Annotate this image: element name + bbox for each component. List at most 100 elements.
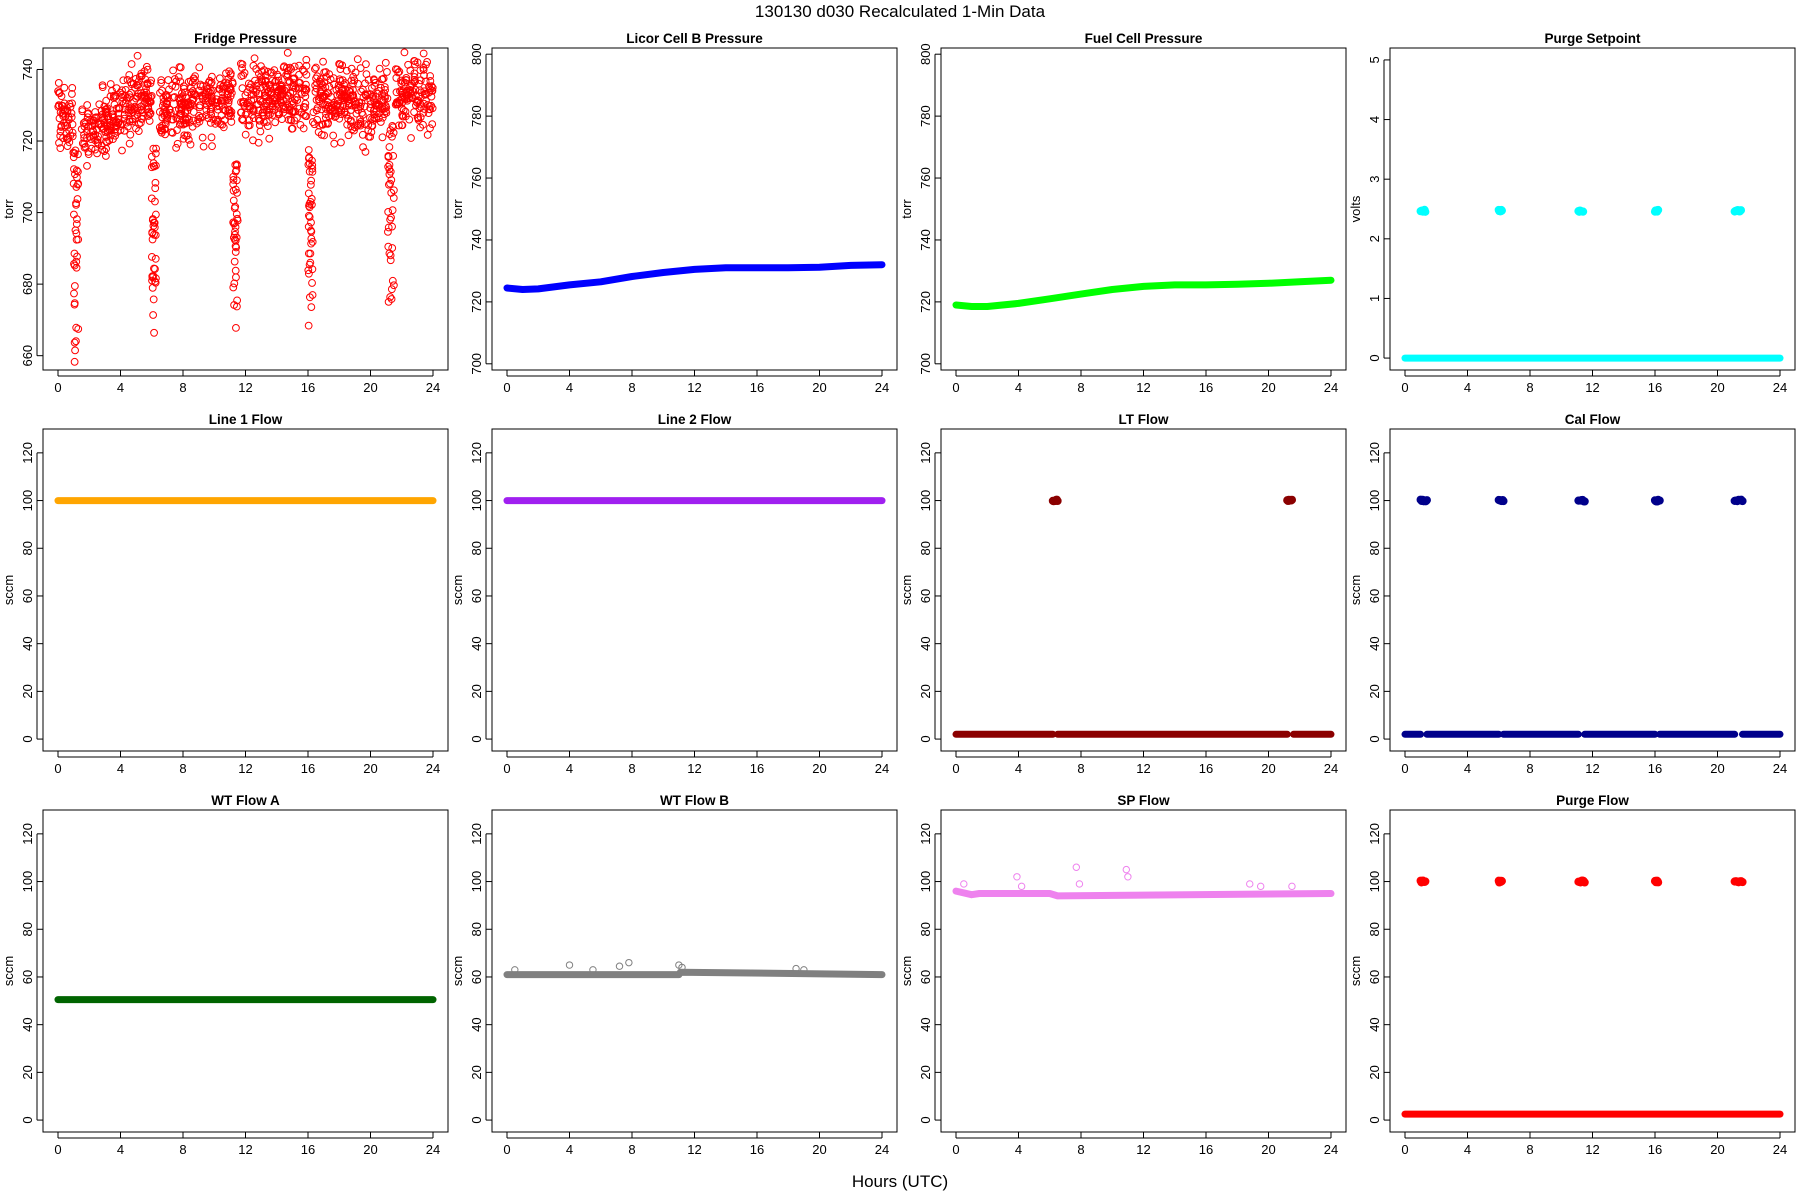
- data-point: [155, 108, 164, 116]
- data-point: [335, 75, 344, 84]
- data-point: [392, 74, 401, 82]
- y-tick-label: 120: [1367, 823, 1382, 845]
- data-point: [102, 133, 111, 141]
- data-point: [125, 71, 134, 79]
- data-point: [179, 134, 188, 143]
- data-point: [317, 79, 326, 88]
- data-point: [112, 84, 121, 93]
- data-point: [101, 105, 110, 114]
- data-point: [188, 78, 197, 87]
- data-point: [73, 195, 82, 203]
- y-tick-label: 40: [20, 1017, 35, 1031]
- data-point: [274, 85, 283, 94]
- data-point: [271, 118, 280, 127]
- data-point: [1738, 496, 1747, 506]
- data-point: [70, 338, 79, 347]
- data-point: [71, 346, 79, 355]
- data-point: [195, 117, 204, 126]
- x-tick-label: 8: [1526, 761, 1533, 776]
- data-point: [333, 90, 342, 99]
- data-point: [176, 99, 185, 108]
- panel-fuel-cell-pressure: Fuel Cell Pressure torr 0 4 8 12 16 20 24 700 720 7…: [899, 31, 1347, 395]
- data-point: [206, 118, 215, 127]
- data-point: [313, 104, 322, 113]
- data-point: [249, 114, 258, 122]
- y-tick-label: 740: [20, 59, 35, 81]
- x-tick-label: 24: [1773, 380, 1787, 395]
- x-tick-label: 4: [1464, 380, 1471, 395]
- data-point: [133, 51, 142, 60]
- data-point: [302, 55, 311, 64]
- data-point: [359, 143, 367, 152]
- x-tick-label: 8: [1077, 1142, 1084, 1157]
- y-tick-label: 20: [1367, 684, 1382, 698]
- x-tick-label: 12: [687, 761, 701, 776]
- data-point: [308, 279, 316, 287]
- data-point: [144, 92, 153, 101]
- y-tick-label: 120: [918, 823, 933, 845]
- data-point: [240, 69, 249, 77]
- data-point: [428, 120, 437, 129]
- data-point: [149, 144, 158, 153]
- data-point: [307, 176, 316, 185]
- data-point: [304, 321, 313, 330]
- data-point: [384, 153, 393, 161]
- data-point: [180, 131, 189, 140]
- data-point: [180, 98, 189, 107]
- outlier-point: [615, 962, 624, 970]
- data-point: [386, 126, 395, 135]
- y-tick-label: 0: [1367, 354, 1382, 361]
- data-point: [364, 121, 373, 129]
- data-point: [245, 121, 254, 130]
- x-tick-label: 20: [1261, 380, 1275, 395]
- data-point: [207, 86, 215, 95]
- x-tick-label: 4: [566, 761, 573, 776]
- y-tick-label: 800: [918, 43, 933, 65]
- data-point: [188, 100, 197, 109]
- data-point: [381, 86, 390, 94]
- y-tick-label: 20: [469, 1065, 484, 1079]
- data-point: [186, 77, 195, 85]
- data-point: [354, 79, 362, 88]
- y-tick-label: 80: [20, 541, 35, 555]
- data-point: [362, 60, 370, 69]
- data-point: [290, 116, 299, 125]
- y-axis-label: torr: [1, 199, 16, 219]
- x-tick-label: 4: [117, 1142, 124, 1157]
- data-point: [198, 133, 207, 142]
- data-point: [65, 126, 74, 135]
- data-point: [91, 108, 100, 116]
- data-point: [229, 283, 238, 292]
- x-tick-label: 20: [1261, 1142, 1275, 1157]
- data-point: [145, 117, 154, 125]
- x-tick-label: 12: [1136, 380, 1150, 395]
- data-point: [230, 235, 239, 244]
- data-point: [1421, 877, 1430, 886]
- data-point: [157, 78, 166, 87]
- data-point: [232, 273, 240, 282]
- data-point: [304, 146, 313, 154]
- data-point: [387, 295, 396, 303]
- data-point: [385, 143, 394, 151]
- x-tick-label: 8: [1077, 380, 1084, 395]
- data-point: [415, 79, 423, 88]
- data-point: [1499, 496, 1508, 506]
- x-tick-label: 12: [1585, 1142, 1599, 1157]
- data-point: [168, 81, 177, 90]
- y-tick-label: 0: [1367, 735, 1382, 742]
- x-tick-label: 16: [1199, 380, 1213, 395]
- data-point: [227, 89, 236, 97]
- data-point: [287, 65, 296, 73]
- data-point: [319, 100, 328, 109]
- outlier-point: [678, 963, 686, 972]
- data-point: [220, 116, 229, 125]
- data-point: [83, 101, 92, 109]
- x-tick-label: 12: [1585, 380, 1599, 395]
- data-point: [320, 68, 329, 77]
- data-point: [349, 85, 357, 94]
- x-tick-label: 24: [875, 1142, 889, 1157]
- panel-fridge-pressure: Fridge Pressure torr 0 4 8 12 16 20 24 660 680 700 7…: [1, 31, 449, 395]
- data-point: [361, 147, 370, 156]
- data-point: [176, 109, 184, 118]
- data-point: [151, 184, 160, 193]
